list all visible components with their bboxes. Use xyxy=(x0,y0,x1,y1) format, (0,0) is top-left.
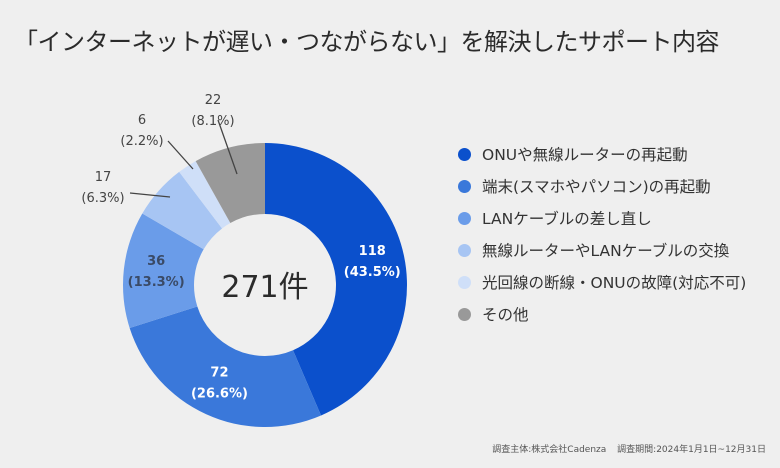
legend-swatch-icon xyxy=(458,147,471,161)
slice-percent-label: (13.3%) xyxy=(128,275,185,290)
donut-slice xyxy=(179,161,231,229)
donut-slice xyxy=(265,143,408,416)
slice-percent-label: (26.6%) xyxy=(191,387,248,402)
chart-title: 「インターネットが遅い・つながらない」を解決したサポート内容 xyxy=(14,28,720,56)
legend-item: 光回線の断線・ONUの故障(対応不可) xyxy=(458,266,746,298)
survey-period: 調査期間:2024年1月1日~12月31日 xyxy=(617,445,766,455)
slice-value-label: 72 xyxy=(210,366,228,381)
legend-item: 無線ルーターやLANケーブルの交換 xyxy=(458,234,746,266)
slice-percent-label: (6.3%) xyxy=(81,191,124,206)
slice-percent-label: (2.2%) xyxy=(120,134,163,149)
slice-value-label: 6 xyxy=(138,113,146,128)
legend-swatch-icon xyxy=(458,211,471,225)
donut-slices xyxy=(123,143,408,428)
legend-swatch-icon xyxy=(458,179,471,193)
survey-by: 調査主体:株式会社Cadenza xyxy=(492,445,607,455)
slice-value-label: 22 xyxy=(205,93,222,108)
donut-slice xyxy=(129,306,322,428)
legend-swatch-icon xyxy=(458,275,471,289)
donut-slice xyxy=(142,171,223,250)
slice-percent-label: (8.1%) xyxy=(191,114,234,129)
legend-label: 光回線の断線・ONUの故障(対応不可) xyxy=(482,274,747,292)
legend-label: LANケーブルの差し直し xyxy=(482,210,652,228)
slice-value-label: 17 xyxy=(95,170,112,185)
slice-labels: 118 (43.5%) 72 (26.6%) 36 (13.3%) 17 (6.3%) 6 (2.… xyxy=(81,93,400,402)
chart-legend: ONUや無線ルーターの再起動端末(スマホやパソコン)の再起動 LANケーブルの差し… xyxy=(458,138,746,330)
legend-item: LANケーブルの差し直し xyxy=(458,202,746,234)
legend-item: 端末(スマホやパソコン)の再起動 xyxy=(458,170,746,202)
donut-slice xyxy=(195,143,265,224)
footnote: 調査主体:株式会社Cadenza 調査期間:2024年1月1日~12月31日 xyxy=(492,442,766,455)
legend-item: その他 xyxy=(458,298,746,330)
leader-line xyxy=(129,192,171,198)
slice-value-label: 36 xyxy=(147,254,165,269)
donut-slice xyxy=(123,213,204,328)
legend-label: ONUや無線ルーターの再起動 xyxy=(482,146,688,164)
slice-percent-label: (43.5%) xyxy=(344,265,401,280)
leader-line xyxy=(217,119,238,175)
legend-swatch-icon xyxy=(458,307,471,321)
legend-label: 無線ルーターやLANケーブルの交換 xyxy=(482,242,730,260)
center-total-label: 271件 xyxy=(221,270,308,305)
leader-line xyxy=(167,140,194,170)
legend-label: その他 xyxy=(482,306,529,324)
legend-label: 端末(スマホやパソコン)の再起動 xyxy=(482,178,711,196)
leader-lines xyxy=(129,119,238,198)
slice-value-label: 118 xyxy=(359,244,386,259)
legend-item: ONUや無線ルーターの再起動 xyxy=(458,138,746,170)
legend-swatch-icon xyxy=(458,243,471,257)
